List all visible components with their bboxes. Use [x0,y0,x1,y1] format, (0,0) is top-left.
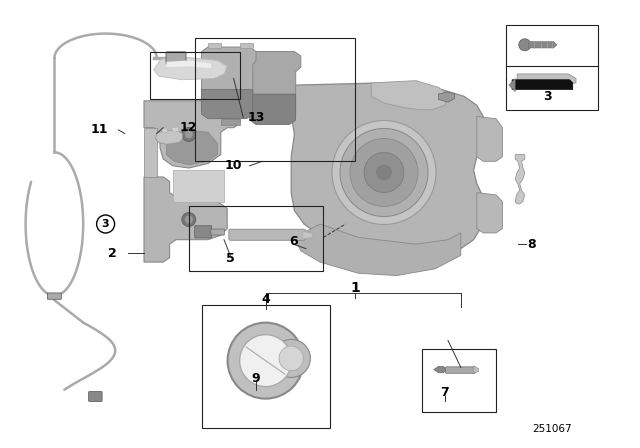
Circle shape [340,129,428,216]
Polygon shape [294,224,461,276]
Circle shape [332,121,436,224]
Polygon shape [208,43,221,48]
Polygon shape [221,119,240,125]
Text: 1: 1 [350,280,360,295]
Circle shape [182,127,196,142]
Polygon shape [202,47,256,114]
Polygon shape [474,366,479,373]
Ellipse shape [272,340,310,378]
Polygon shape [303,231,312,239]
Polygon shape [477,116,502,161]
Polygon shape [250,94,296,125]
Polygon shape [161,128,168,133]
Polygon shape [202,90,253,119]
FancyBboxPatch shape [88,392,102,401]
Polygon shape [512,80,573,90]
FancyBboxPatch shape [166,52,186,64]
Bar [506,25,598,110]
Bar [150,52,240,99]
Polygon shape [291,83,483,258]
Text: 3: 3 [543,90,552,103]
Circle shape [182,212,196,227]
Polygon shape [517,74,576,84]
Polygon shape [144,101,240,168]
Polygon shape [515,155,525,204]
Text: 9: 9 [252,372,260,385]
Circle shape [519,39,531,51]
Bar [195,38,355,161]
Polygon shape [156,130,182,144]
Text: 7: 7 [440,385,449,399]
Circle shape [185,215,193,224]
Polygon shape [477,193,502,233]
Circle shape [364,152,404,193]
Text: 11: 11 [90,123,108,137]
Text: 251067: 251067 [532,424,572,434]
Polygon shape [144,177,227,262]
Text: 8: 8 [527,237,536,251]
Polygon shape [371,81,448,110]
Polygon shape [154,57,227,80]
FancyBboxPatch shape [229,229,305,240]
Circle shape [185,130,193,138]
Text: 6: 6 [289,234,298,248]
Polygon shape [166,60,211,68]
Circle shape [376,164,392,181]
Text: 5: 5 [226,252,235,266]
FancyBboxPatch shape [211,229,224,235]
Text: 4: 4 [261,293,270,306]
Polygon shape [509,78,515,92]
FancyBboxPatch shape [445,367,476,373]
Polygon shape [434,366,446,373]
Text: 12: 12 [180,121,198,134]
Text: 13: 13 [247,111,265,124]
Ellipse shape [279,346,303,371]
Text: 2: 2 [108,246,116,260]
Polygon shape [240,43,253,48]
Bar [189,206,323,271]
Circle shape [228,323,303,399]
Text: 10: 10 [225,159,243,172]
Polygon shape [438,92,454,102]
FancyBboxPatch shape [47,293,61,299]
Polygon shape [250,52,301,120]
Circle shape [239,335,292,387]
Text: 3: 3 [102,219,109,229]
Polygon shape [144,128,157,177]
Bar [422,349,496,412]
Polygon shape [173,170,224,202]
Polygon shape [529,42,557,48]
Polygon shape [166,130,218,165]
Circle shape [350,138,418,207]
Bar [202,305,330,428]
Polygon shape [172,127,179,132]
FancyBboxPatch shape [195,226,212,238]
